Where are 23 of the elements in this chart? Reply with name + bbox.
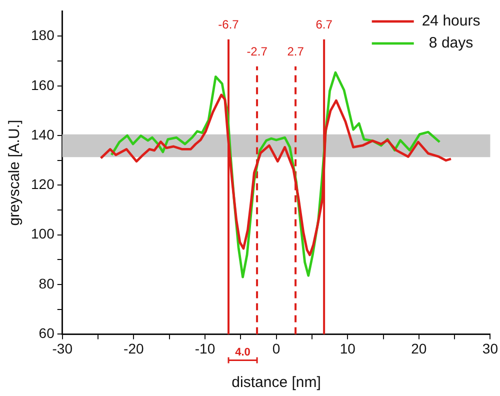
legend-label: 24 hours [422, 12, 480, 30]
y-tick-label: 80 [38, 275, 55, 292]
ref-line-label: 6.7 [316, 18, 333, 32]
text: 4.0 [235, 346, 250, 359]
x-tick-label: -10 [194, 340, 216, 356]
y-tick-label: 160 [31, 76, 55, 93]
ref-line-label: 2.7 [287, 44, 304, 59]
x-tick-label: -20 [124, 340, 144, 356]
legend-label: 8 days [428, 34, 474, 52]
x-tick-label: 30 [482, 340, 498, 356]
y-tick-label: 180 [31, 27, 55, 44]
y-tick-label: 120 [31, 176, 55, 192]
y-tick-label: 140 [31, 126, 55, 142]
ref-line-label: -2.7 [246, 44, 268, 59]
x-tick-label: 0 [272, 340, 280, 356]
y-axis-title: greyscale [A.U.] [6, 120, 24, 226]
y-tick-label: 60 [38, 325, 55, 342]
x-tick-label: 10 [340, 340, 356, 356]
x-tick-label: -30 [52, 340, 73, 356]
x-tick-label: 20 [411, 340, 427, 356]
y-tick-label: 100 [31, 226, 55, 242]
x-axis-title: distance [nm] [232, 374, 321, 392]
ref-line-label: -6.7 [218, 18, 240, 32]
